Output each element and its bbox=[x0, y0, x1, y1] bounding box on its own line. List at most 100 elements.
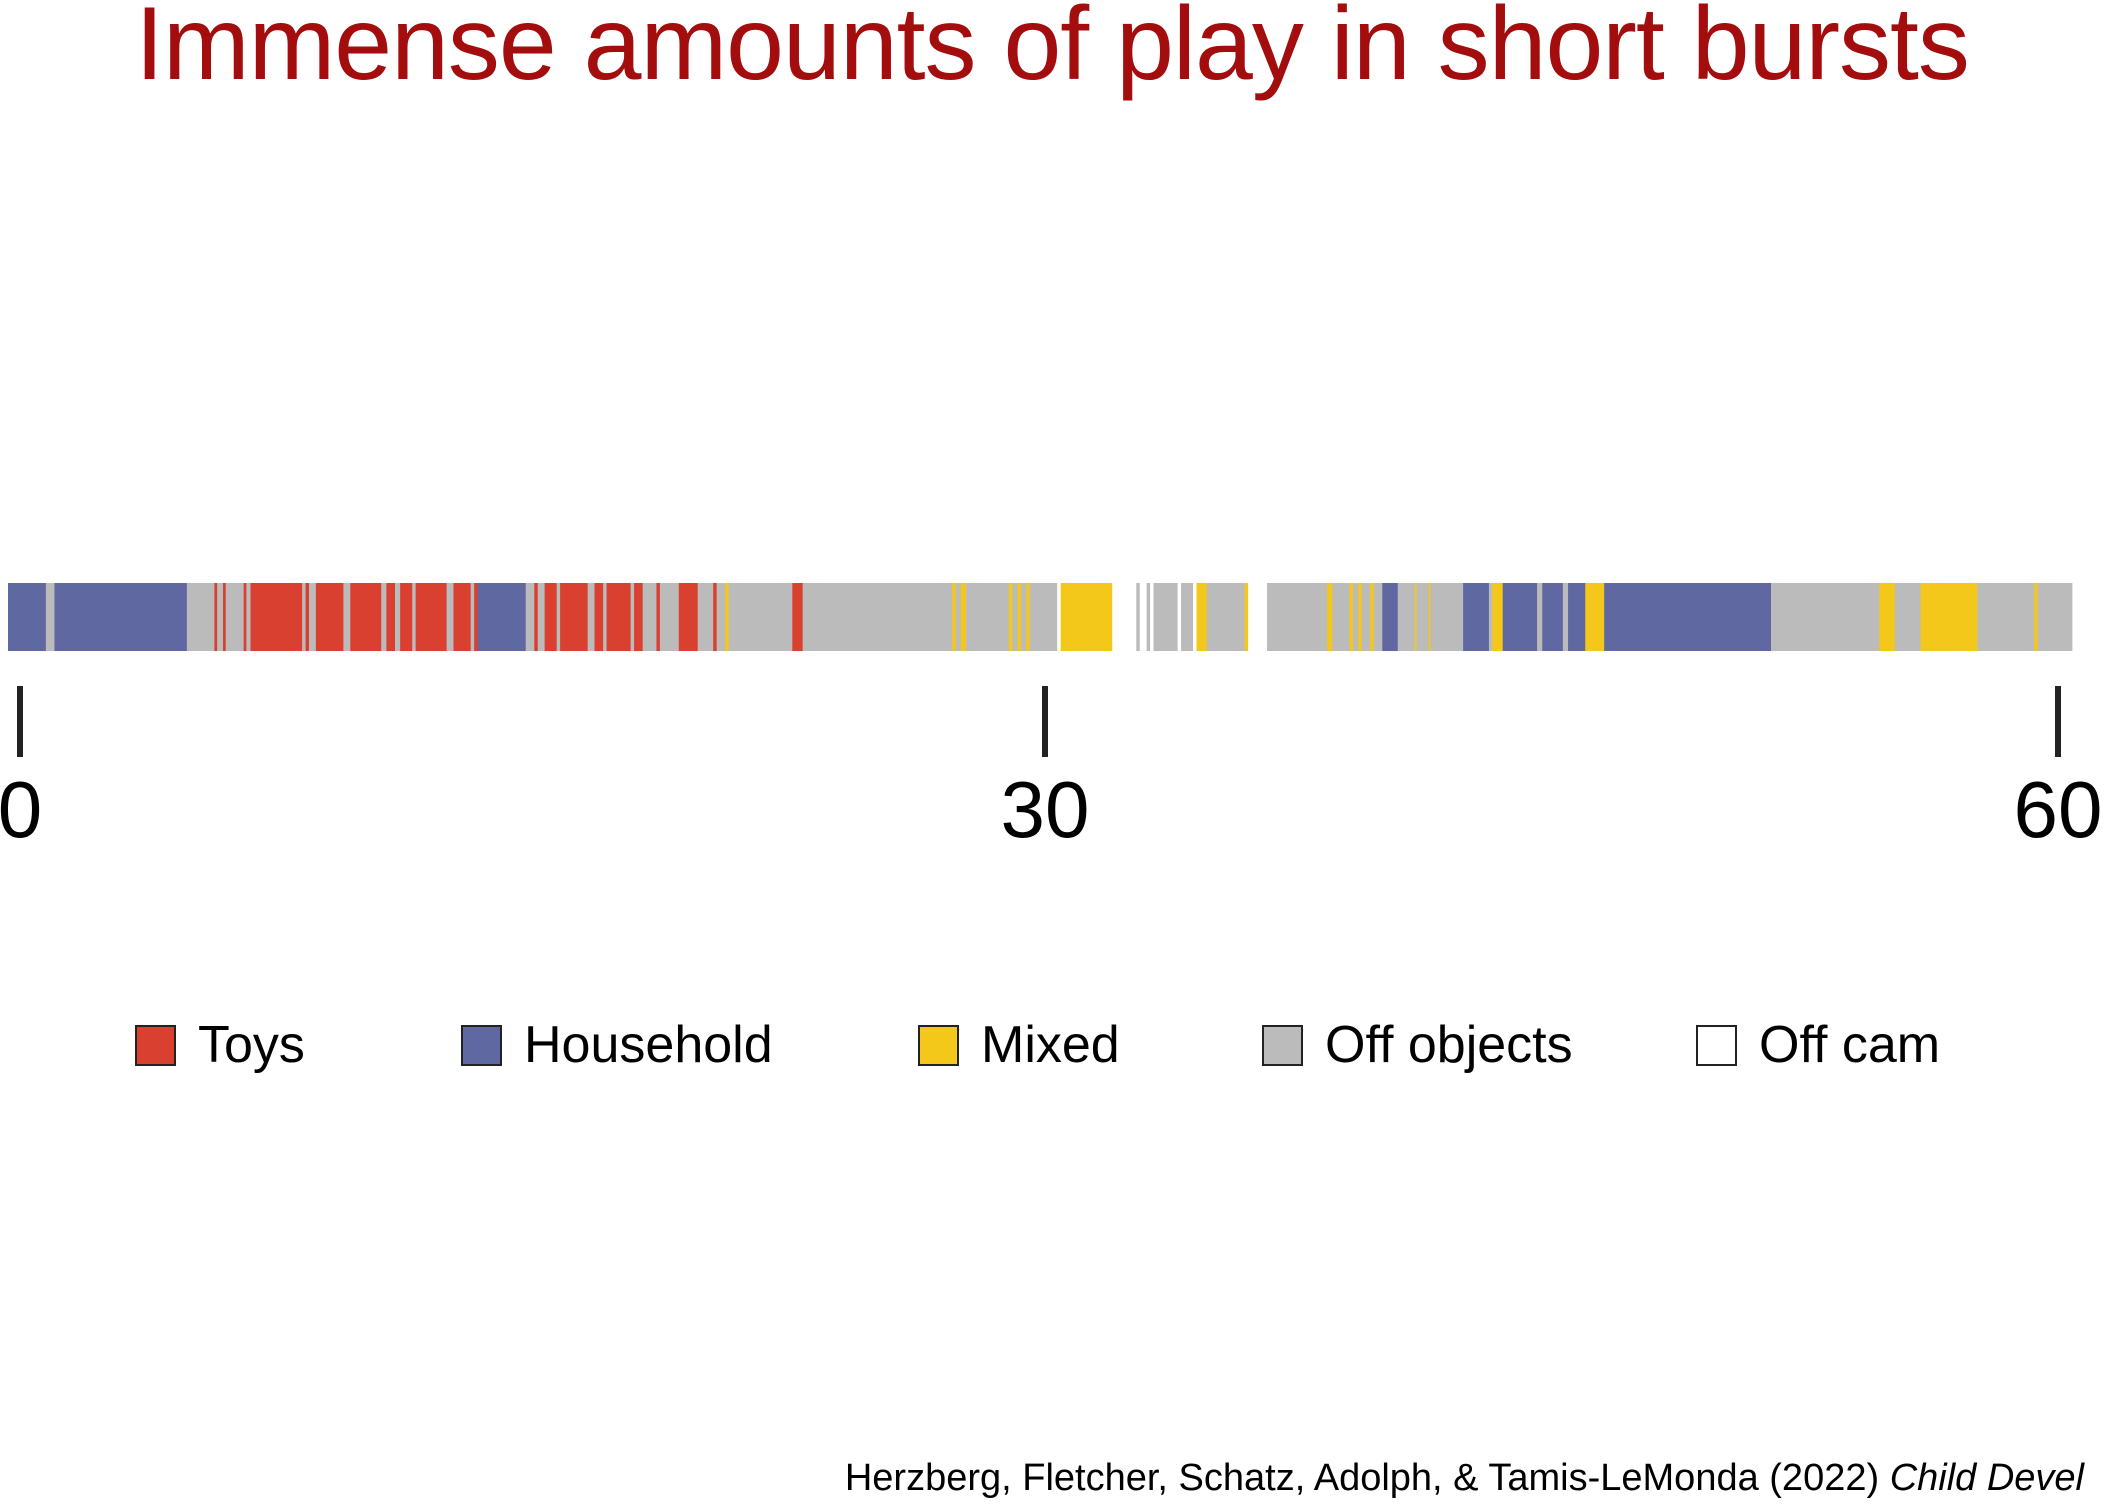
segment-off-objects bbox=[395, 583, 401, 651]
segment-off-objects bbox=[1894, 583, 1922, 651]
segment-off-cam bbox=[1193, 583, 1197, 651]
citation-authors: Herzberg, Fletcher, Schatz, Adolph, & Ta… bbox=[844, 1457, 1880, 1499]
segment-off-objects bbox=[186, 583, 215, 651]
legend-item-mixed: Mixed bbox=[918, 1015, 1120, 1075]
legend-label-toys: Toys bbox=[198, 1016, 305, 1074]
segment-off-objects bbox=[728, 583, 793, 651]
segment-household bbox=[1542, 583, 1564, 651]
segment-off-objects bbox=[1361, 583, 1371, 651]
segment-household bbox=[477, 583, 527, 651]
segment-off-objects bbox=[446, 583, 454, 651]
legend-swatch-toys bbox=[135, 1024, 176, 1066]
segment-mixed bbox=[1017, 583, 1022, 651]
legend-swatch-mixed bbox=[918, 1024, 959, 1066]
segment-off-objects bbox=[1430, 583, 1464, 651]
segment-mixed bbox=[1060, 583, 1113, 651]
segment-off-objects bbox=[2037, 583, 2073, 651]
segment-off-objects bbox=[1153, 583, 1178, 651]
segment-household bbox=[1502, 583, 1538, 651]
segment-off-objects bbox=[630, 583, 635, 651]
segment-mixed bbox=[2034, 583, 2038, 651]
segment-mixed bbox=[1414, 583, 1418, 651]
segment-off-objects bbox=[1397, 583, 1416, 651]
segment-off-objects bbox=[302, 583, 306, 651]
segment-toys bbox=[560, 583, 589, 651]
segment-household bbox=[8, 583, 47, 651]
legend-label-off-objects: Off objects bbox=[1325, 1016, 1573, 1074]
segment-off-objects bbox=[1488, 583, 1493, 651]
segment-off-objects bbox=[45, 583, 55, 651]
segment-toys bbox=[594, 583, 604, 651]
legend-label-off-cam: Off cam bbox=[1759, 1016, 1941, 1074]
segment-off-objects bbox=[525, 583, 535, 651]
segment-off-objects bbox=[1146, 583, 1151, 651]
segment-mixed bbox=[952, 583, 957, 651]
x-tick-label: 30 bbox=[1001, 765, 1090, 854]
segment-toys bbox=[678, 583, 699, 651]
x-tick-label: 60 bbox=[2014, 765, 2103, 854]
segment-off-objects bbox=[1416, 583, 1430, 651]
segment-toys bbox=[400, 583, 413, 651]
segment-mixed bbox=[1196, 583, 1208, 651]
citation: Herzberg, Fletcher, Schatz, Adolph, & Ta… bbox=[845, 1457, 2084, 1500]
segment-off-cam bbox=[1150, 583, 1154, 651]
legend-item-household: Household bbox=[461, 1015, 773, 1075]
chart-title: Immense amounts of play in short bursts bbox=[135, 0, 1970, 102]
segment-off-objects bbox=[1029, 583, 1058, 651]
segment-mixed bbox=[1492, 583, 1504, 651]
segment-off-objects bbox=[966, 583, 1010, 651]
timeline-segments bbox=[8, 583, 2073, 651]
segment-household bbox=[1604, 583, 1772, 651]
legend-item-off-objects: Off objects bbox=[1262, 1015, 1573, 1075]
segment-off-objects bbox=[1537, 583, 1543, 651]
segment-off-objects bbox=[659, 583, 680, 651]
segment-household bbox=[1463, 583, 1490, 651]
segment-mixed bbox=[1349, 583, 1354, 651]
segment-off-objects bbox=[955, 583, 962, 651]
legend-item-off-cam: Off cam bbox=[1696, 1015, 1940, 1075]
segment-off-objects bbox=[716, 583, 726, 651]
segment-off-cam bbox=[1057, 583, 1062, 651]
segment-off-objects bbox=[697, 583, 714, 651]
segment-off-cam bbox=[1112, 583, 1137, 651]
segment-toys bbox=[634, 583, 644, 651]
segment-toys bbox=[305, 583, 310, 651]
segment-toys bbox=[243, 583, 247, 651]
segment-off-cam bbox=[1139, 583, 1148, 651]
segment-off-cam bbox=[1248, 583, 1268, 651]
legend-swatch-off-cam bbox=[1696, 1024, 1737, 1066]
legend-swatch-household bbox=[461, 1024, 502, 1066]
legend-item-toys: Toys bbox=[135, 1015, 305, 1075]
segment-toys bbox=[713, 583, 718, 651]
segment-toys bbox=[250, 583, 303, 651]
segment-off-objects bbox=[587, 583, 595, 651]
segment-off-objects bbox=[343, 583, 351, 651]
segment-off-objects bbox=[1373, 583, 1383, 651]
segment-off-objects bbox=[217, 583, 224, 651]
segment-toys bbox=[453, 583, 472, 651]
segment-off-objects bbox=[1353, 583, 1359, 651]
segment-off-objects bbox=[1332, 583, 1350, 651]
segment-off-objects bbox=[537, 583, 546, 651]
segment-off-objects bbox=[1021, 583, 1027, 651]
segment-off-objects bbox=[1136, 583, 1141, 651]
segment-mixed bbox=[1879, 583, 1896, 651]
legend-label-household: Household bbox=[524, 1016, 773, 1074]
segment-off-objects bbox=[246, 583, 251, 651]
segment-household bbox=[1568, 583, 1586, 651]
segment-toys bbox=[656, 583, 661, 651]
segment-toys bbox=[792, 583, 804, 651]
segment-toys bbox=[315, 583, 344, 651]
segment-off-objects bbox=[1562, 583, 1569, 651]
segment-off-objects bbox=[603, 583, 607, 651]
segment-mixed bbox=[1327, 583, 1333, 651]
segment-mixed bbox=[1428, 583, 1431, 651]
segment-off-objects bbox=[1977, 583, 2035, 651]
x-axis: 0 30 60 bbox=[0, 686, 2102, 854]
segment-mixed bbox=[1026, 583, 1031, 651]
segment-mixed bbox=[1244, 583, 1249, 651]
segment-mixed bbox=[725, 583, 730, 651]
legend-swatch-off-objects bbox=[1262, 1024, 1303, 1066]
segment-toys bbox=[544, 583, 558, 651]
